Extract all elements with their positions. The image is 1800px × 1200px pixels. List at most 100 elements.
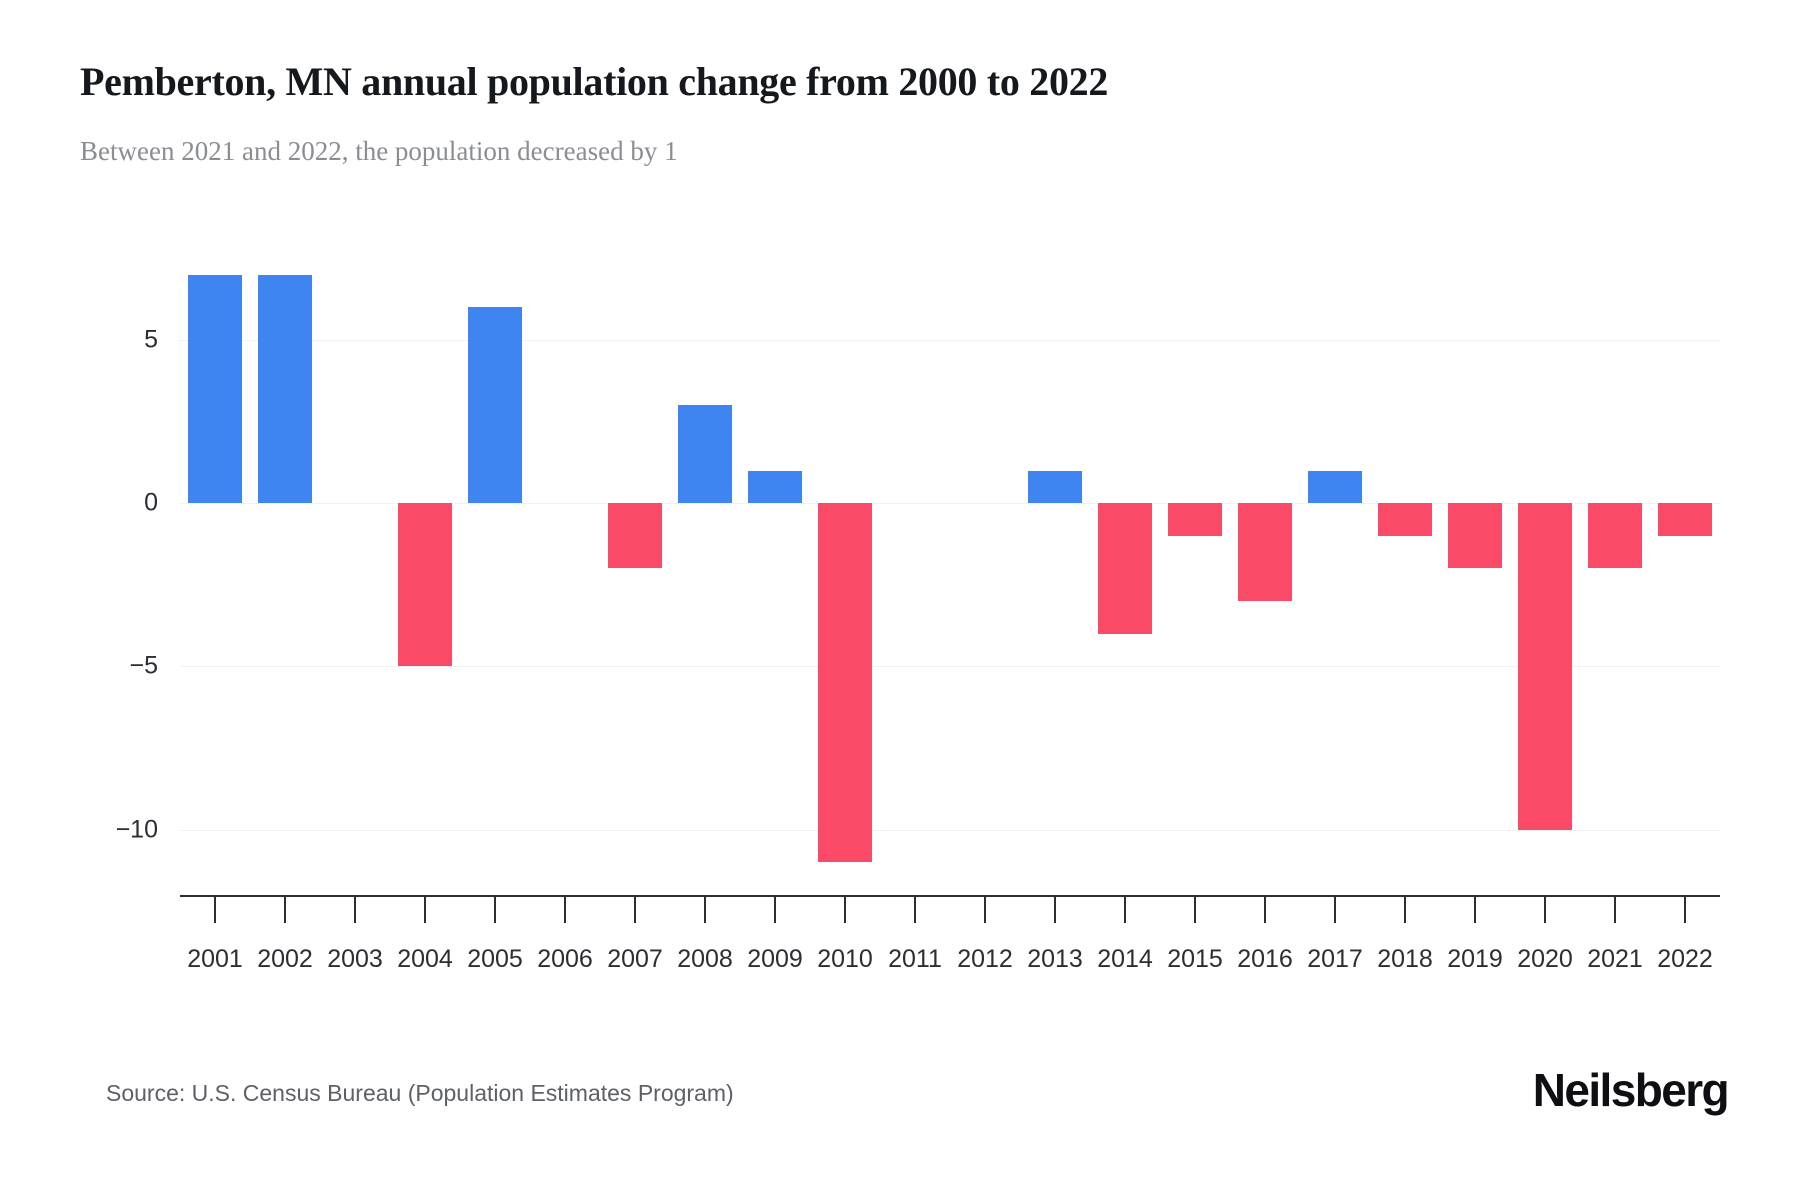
x-axis-label-2010: 2010 [817, 945, 873, 973]
x-axis-label-2006: 2006 [537, 945, 593, 973]
x-axis-tick [460, 895, 530, 925]
x-axis-label-2022: 2022 [1657, 945, 1713, 973]
bar-2020[interactable] [1518, 503, 1572, 830]
x-axis-tick [250, 895, 320, 925]
x-axis-tick [530, 895, 600, 925]
brand-logo: Neilsberg [1532, 1064, 1730, 1116]
x-axis-label-2009: 2009 [747, 945, 803, 973]
x-axis-tick [670, 895, 740, 925]
x-axis-tick [740, 895, 810, 925]
x-axis-tick [1510, 895, 1580, 925]
x-axis-label-2012: 2012 [957, 945, 1013, 973]
bar-slot [670, 255, 740, 895]
bar-slot [180, 255, 250, 895]
x-axis-label-2004: 2004 [397, 945, 453, 973]
x-axis-tick [1440, 895, 1510, 925]
x-axis-tick [810, 895, 880, 925]
source-note: Source: U.S. Census Bureau (Population E… [106, 1080, 734, 1106]
x-axis-label-2015: 2015 [1167, 945, 1223, 973]
bar-series [180, 255, 1720, 895]
bar-slot [1510, 255, 1580, 895]
plot-area: 5 0 −5 −10 [116, 255, 1720, 895]
bar-2018[interactable] [1378, 503, 1432, 536]
x-axis-labels: 2001 2002 2003 2004 2005 2006 2007 2008 2009 2010… [180, 945, 1720, 974]
bar-slot [950, 255, 1020, 895]
bar-2009[interactable] [748, 470, 802, 504]
bar-2010[interactable] [818, 503, 872, 863]
x-axis-label-2007: 2007 [607, 945, 663, 973]
bar-2001[interactable] [188, 274, 242, 504]
x-axis-tick [1230, 895, 1300, 925]
bar-slot [390, 255, 460, 895]
bar-slot [810, 255, 880, 895]
x-axis-label-2021: 2021 [1587, 945, 1643, 973]
x-axis-tick [880, 895, 950, 925]
x-axis-label-2011: 2011 [888, 945, 942, 973]
y-axis-tick-label: 0 [144, 488, 158, 517]
bar-2002[interactable] [258, 274, 312, 504]
x-axis-label-2016: 2016 [1237, 945, 1293, 973]
bar-2004[interactable] [398, 503, 452, 667]
bar-slot [530, 255, 600, 895]
gridline [180, 339, 1720, 341]
gridline [180, 666, 1720, 668]
gridline [180, 829, 1720, 831]
bar-slot [320, 255, 390, 895]
x-axis-label-2017: 2017 [1307, 945, 1363, 973]
bar-slot [880, 255, 950, 895]
zero-line [180, 503, 1720, 505]
bar-slot [460, 255, 530, 895]
x-axis-tick [1580, 895, 1650, 925]
x-axis-label-2019: 2019 [1447, 945, 1503, 973]
bar-2014[interactable] [1098, 503, 1152, 634]
x-axis-tick [1160, 895, 1230, 925]
bar-slot [1090, 255, 1160, 895]
bar-slot [1300, 255, 1370, 895]
x-axis-tick [180, 895, 250, 925]
x-axis-label-2003: 2003 [327, 945, 383, 973]
x-axis-tick [950, 895, 1020, 925]
bar-2005[interactable] [468, 307, 522, 504]
bar-slot [1440, 255, 1510, 895]
bar-slot [1020, 255, 1090, 895]
bar-slot [1650, 255, 1720, 895]
x-axis-label-2014: 2014 [1097, 945, 1153, 973]
bar-2013[interactable] [1028, 470, 1082, 504]
bar-2016[interactable] [1238, 503, 1292, 602]
bar-2007[interactable] [608, 503, 662, 569]
x-axis-tick [390, 895, 460, 925]
page-title: Pemberton, MN annual population change f… [80, 59, 1109, 104]
x-axis-tick [1090, 895, 1160, 925]
bar-2015[interactable] [1168, 503, 1222, 536]
bar-2008[interactable] [678, 405, 732, 504]
bar-slot [250, 255, 320, 895]
page-subtitle: Between 2021 and 2022, the population de… [80, 136, 678, 166]
x-axis-tick [600, 895, 670, 925]
x-axis-tick [1370, 895, 1440, 925]
y-axis-tick-label: −10 [115, 815, 158, 844]
bar-slot [1580, 255, 1650, 895]
x-axis-label-2020: 2020 [1517, 945, 1573, 973]
x-axis-label-2001: 2001 [187, 945, 243, 973]
x-axis-tick [1020, 895, 1090, 925]
bar-slot [1160, 255, 1230, 895]
y-axis-tick-label: −5 [129, 651, 158, 680]
bar-slot [740, 255, 810, 895]
x-axis-label-2002: 2002 [257, 945, 313, 973]
x-axis-ticks [180, 895, 1720, 925]
bar-slot [600, 255, 670, 895]
x-axis-label-2013: 2013 [1027, 945, 1083, 973]
x-axis-tick [320, 895, 390, 925]
bar-2019[interactable] [1448, 503, 1502, 569]
bar-2022[interactable] [1658, 503, 1712, 536]
y-axis-tick-label: 5 [144, 325, 158, 354]
bar-slot [1370, 255, 1440, 895]
bar-2021[interactable] [1588, 503, 1642, 569]
x-axis-tick [1300, 895, 1370, 925]
x-axis-label-2018: 2018 [1377, 945, 1433, 973]
x-axis-label-2008: 2008 [677, 945, 733, 973]
bar-slot [1230, 255, 1300, 895]
bar-2017[interactable] [1308, 470, 1362, 504]
x-axis-tick [1650, 895, 1720, 925]
